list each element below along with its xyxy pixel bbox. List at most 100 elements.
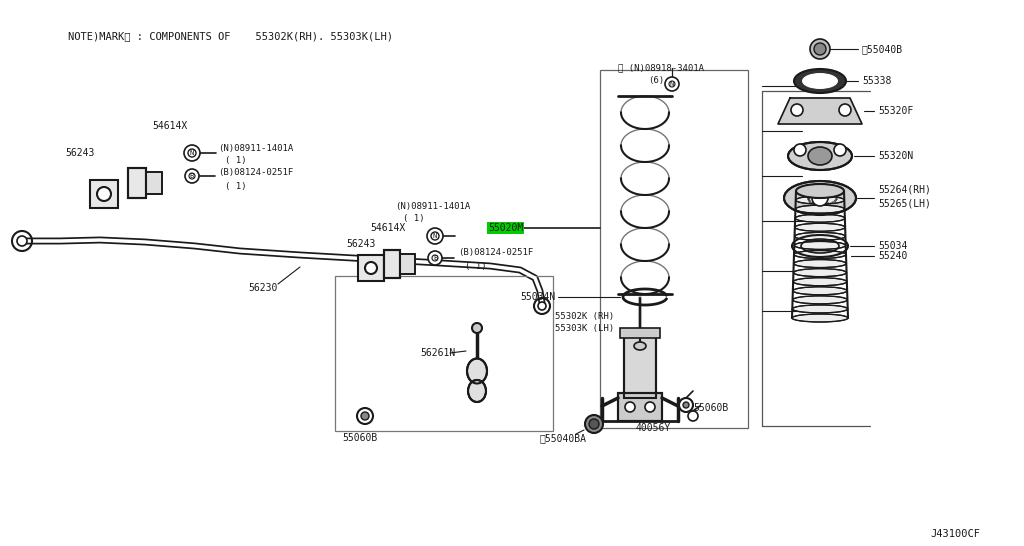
Text: 56243: 56243 [65, 148, 94, 158]
Text: (N)08911-1401A: (N)08911-1401A [218, 144, 293, 152]
Text: J43100CF: J43100CF [930, 529, 980, 539]
Text: 55034: 55034 [878, 241, 907, 251]
Bar [128, 168, 146, 198]
Circle shape [810, 39, 830, 59]
Ellipse shape [793, 305, 848, 313]
Text: ※55040BA: ※55040BA [540, 433, 587, 443]
Ellipse shape [794, 278, 847, 286]
Text: ( 1): ( 1) [403, 215, 425, 223]
Text: 55060B: 55060B [342, 433, 377, 443]
Circle shape [814, 43, 826, 55]
Bar [618, 393, 662, 421]
Bar [624, 333, 656, 398]
Circle shape [665, 77, 679, 91]
Circle shape [679, 398, 693, 412]
Ellipse shape [794, 251, 846, 258]
Circle shape [839, 104, 851, 116]
Ellipse shape [808, 147, 831, 165]
Text: ※55040B: ※55040B [862, 44, 903, 54]
Ellipse shape [784, 181, 856, 215]
Text: 55240: 55240 [878, 251, 907, 261]
Circle shape [357, 408, 373, 424]
Text: 55302K (RH): 55302K (RH) [555, 312, 614, 321]
Ellipse shape [796, 205, 845, 213]
Bar [146, 172, 162, 194]
Text: 54614X: 54614X [370, 223, 406, 233]
Ellipse shape [634, 342, 646, 350]
Ellipse shape [795, 241, 846, 250]
Circle shape [589, 419, 599, 429]
Circle shape [185, 169, 199, 183]
Bar [400, 254, 415, 274]
Circle shape [97, 187, 111, 201]
Bar [600, 70, 748, 428]
Ellipse shape [794, 69, 846, 93]
Text: ( 1): ( 1) [225, 181, 247, 191]
Ellipse shape [468, 380, 486, 402]
Text: (N)08911-1401A: (N)08911-1401A [395, 201, 470, 211]
Bar [90, 180, 118, 208]
Text: 55320N: 55320N [878, 151, 913, 161]
Ellipse shape [793, 287, 847, 295]
Circle shape [625, 402, 635, 412]
Text: 55060B: 55060B [693, 403, 728, 413]
Text: 54614X: 54614X [152, 121, 187, 131]
Ellipse shape [796, 214, 845, 222]
Text: ( 1): ( 1) [465, 262, 486, 270]
Circle shape [834, 144, 846, 156]
Circle shape [791, 104, 803, 116]
Text: 56261N: 56261N [420, 348, 456, 358]
Text: 40056Y: 40056Y [635, 423, 671, 433]
Ellipse shape [795, 233, 846, 240]
Circle shape [365, 262, 377, 274]
Bar [618, 393, 662, 421]
Bar [400, 254, 415, 274]
Circle shape [585, 415, 603, 433]
Text: B: B [189, 173, 195, 179]
Text: 55338: 55338 [862, 76, 891, 86]
Bar [146, 172, 162, 194]
Text: 55303K (LH): 55303K (LH) [555, 323, 614, 333]
Text: 55264(RH): 55264(RH) [878, 185, 931, 195]
Bar [384, 250, 400, 278]
Text: 55320F: 55320F [878, 106, 913, 116]
Circle shape [184, 145, 200, 161]
Text: ※ (N)08918-3401A: ※ (N)08918-3401A [618, 63, 705, 73]
Circle shape [683, 402, 689, 408]
Ellipse shape [796, 196, 844, 204]
Circle shape [812, 190, 828, 206]
Text: (B)08124-0251F: (B)08124-0251F [218, 169, 293, 177]
Circle shape [794, 144, 806, 156]
Polygon shape [778, 98, 862, 124]
Bar [384, 250, 400, 278]
Ellipse shape [792, 314, 848, 322]
Ellipse shape [794, 259, 846, 268]
Circle shape [645, 402, 655, 412]
Text: 56230: 56230 [248, 283, 278, 293]
Ellipse shape [802, 73, 838, 89]
Circle shape [428, 251, 442, 265]
Bar [620, 328, 660, 338]
Circle shape [427, 228, 443, 244]
Ellipse shape [793, 296, 848, 304]
Ellipse shape [796, 184, 844, 198]
Text: N: N [670, 81, 674, 87]
Text: (B)08124-0251F: (B)08124-0251F [458, 248, 534, 258]
Text: NOTE)MARK※ : COMPONENTS OF    55302K(RH). 55303K(LH): NOTE)MARK※ : COMPONENTS OF 55302K(RH). 5… [68, 31, 393, 41]
Circle shape [472, 323, 482, 333]
Text: B: B [433, 255, 437, 261]
Ellipse shape [795, 223, 845, 232]
Text: ( 1): ( 1) [225, 157, 247, 165]
Circle shape [688, 411, 698, 421]
Text: (6): (6) [648, 76, 665, 86]
Text: 55034N: 55034N [520, 292, 555, 302]
Bar [624, 333, 656, 398]
Ellipse shape [794, 269, 847, 277]
Text: 56243: 56243 [346, 239, 376, 249]
Bar [335, 276, 553, 431]
Bar [358, 255, 384, 281]
Bar [128, 168, 146, 198]
Circle shape [361, 412, 369, 420]
Ellipse shape [467, 359, 487, 383]
Text: 55020M: 55020M [488, 223, 523, 233]
